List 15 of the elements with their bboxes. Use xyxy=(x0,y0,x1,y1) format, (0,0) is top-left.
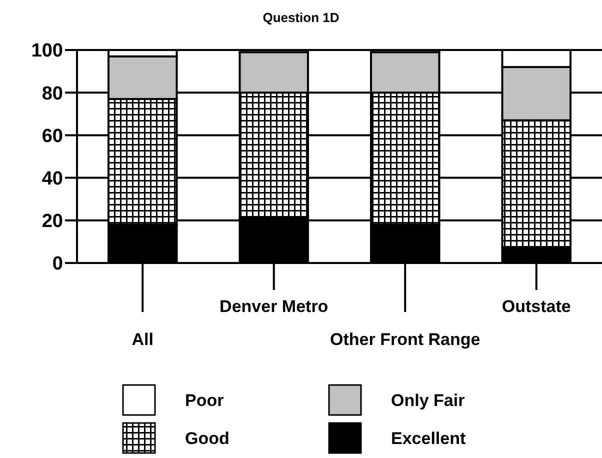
x-tick-label: Outstate xyxy=(502,297,571,316)
y-tick-label: 20 xyxy=(42,211,63,232)
legend-label: Excellent xyxy=(391,428,466,448)
y-tick-label: 60 xyxy=(42,126,63,147)
y-tick-label: 100 xyxy=(31,40,63,62)
x-tick-label: Other Front Range xyxy=(330,330,480,349)
x-tick-label: Denver Metro xyxy=(220,297,328,316)
y-tick-label: 0 xyxy=(52,254,63,275)
x-tick-label: All xyxy=(132,330,154,349)
chart-title: Question 1D xyxy=(262,10,340,25)
legend-label: Poor xyxy=(185,390,224,410)
legend-label: Good xyxy=(185,428,230,448)
y-tick-label: 80 xyxy=(42,83,63,104)
legend-label: Only Fair xyxy=(391,390,466,410)
y-tick-label: 40 xyxy=(42,168,63,190)
